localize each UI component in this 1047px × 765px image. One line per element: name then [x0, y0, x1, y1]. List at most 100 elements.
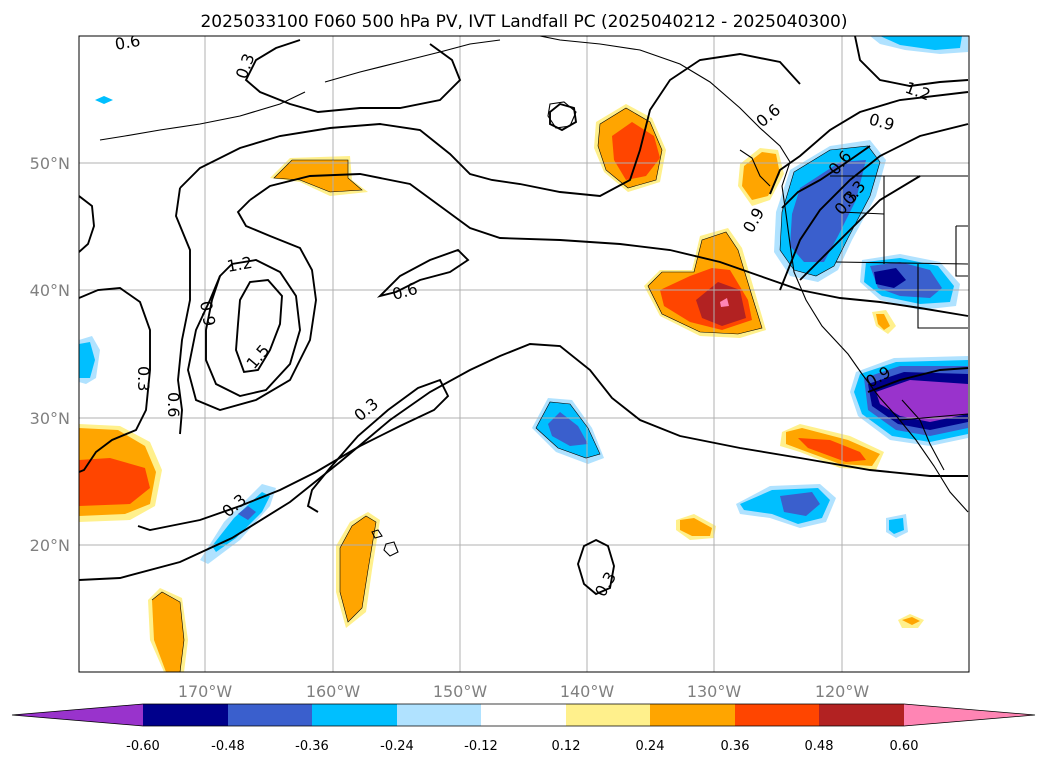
lat-tick-labels: 50°N 40°N 30°N 20°N — [30, 154, 70, 555]
contour-west-edge-a — [79, 195, 95, 253]
coast-aleutians — [99, 91, 306, 141]
shade-hi-orange — [340, 516, 376, 622]
shade-nw-marker — [95, 96, 113, 104]
contour-0p6-west — [175, 187, 191, 435]
colorbar-segment-2 — [228, 704, 312, 726]
colorbar-tick-6: 0.12 — [552, 739, 581, 754]
colorbar-tick-1: -0.60 — [126, 739, 160, 754]
contour-0p3-west — [79, 287, 151, 473]
contour-label-13: 0.6 — [164, 392, 183, 417]
colorbar-tick-8: 0.36 — [721, 739, 750, 754]
contour-0p3-ring — [577, 538, 615, 596]
map-panel: 0.6 0.3 1.2 0.9 0.6 0.3 1.2 1.5 0.9 0.6 … — [78, 31, 970, 673]
contour-label-1: 0.6 — [113, 31, 141, 54]
colorbar-tick-9: 0.48 — [805, 739, 834, 754]
colorbar-tick-3: -0.36 — [295, 739, 329, 754]
lon-tick-130w: 130°W — [687, 682, 742, 701]
contour-0p3-north — [244, 39, 462, 113]
shade-socal-purple — [876, 380, 968, 422]
contour-1p2-loop — [205, 259, 301, 398]
coast-hawaii — [371, 529, 399, 557]
lon-tick-170w: 170°W — [178, 682, 233, 701]
colorbar-segment-3 — [312, 704, 397, 726]
colorbar-segment-6 — [566, 704, 650, 726]
contour-0p3-mid — [137, 378, 450, 531]
colorbar-segment-9 — [819, 704, 904, 726]
lat-tick-40n: 40°N — [30, 281, 70, 300]
colorbar-segment-4 — [397, 704, 481, 726]
colorbar-tick-10: 0.60 — [890, 739, 919, 754]
contour-0p3-east — [799, 175, 921, 281]
colorbar-segment-5 — [481, 704, 566, 726]
colorbar-extend-over — [904, 704, 1035, 726]
colorbar-outline — [11, 703, 1036, 727]
lat-tick-30n: 30°N — [30, 409, 70, 428]
coastlines — [99, 36, 969, 557]
figure-title: 2025033100 F060 500 hPa PV, IVT Landfall… — [200, 12, 847, 32]
map-background — [79, 36, 969, 672]
lon-tick-labels: 170°W 160°W 150°W 140°W 130°W 120°W — [178, 682, 870, 701]
gridlines — [79, 36, 969, 672]
shade-top-right — [880, 36, 962, 50]
contour-1p2-top — [854, 36, 969, 87]
colorbar-tick-7: 0.24 — [636, 739, 665, 754]
shade-133-orange — [680, 518, 712, 536]
pv-contours — [79, 36, 969, 596]
colorbar-tick-2: -0.48 — [211, 739, 245, 754]
shade-125s-blue — [780, 492, 820, 516]
border-state-or-wa — [839, 211, 885, 215]
shade-outlines — [151, 107, 881, 672]
contour-0p9-east — [779, 123, 969, 291]
contour-label-7: 1.2 — [225, 253, 253, 276]
shade-van-orange — [742, 152, 780, 200]
lon-tick-150w: 150°W — [433, 682, 488, 701]
shade-sw-orange — [152, 592, 184, 672]
outline-130 — [647, 231, 763, 335]
shade-swdiag-blue — [238, 506, 256, 520]
lat-tick-20n: 20°N — [30, 536, 70, 555]
contour-1p2-east — [769, 91, 969, 195]
outline-140 — [535, 401, 601, 459]
contour-0p6-north — [179, 53, 801, 197]
shade-small-orange — [876, 314, 890, 330]
coast-alaska-peninsula — [324, 39, 501, 83]
contour-0p9 — [249, 173, 969, 317]
shade-130-pink — [720, 298, 729, 307]
shade-se-orange — [902, 617, 920, 625]
coast-west-america — [781, 161, 969, 513]
contour-0p6-island — [376, 248, 470, 298]
contour-0p9-loop — [187, 199, 317, 412]
contour-0p6-east — [781, 145, 871, 209]
lon-tick-140w: 140°W — [560, 682, 615, 701]
colorbar-segment-7 — [650, 704, 735, 726]
contour-0p3-south — [79, 343, 968, 581]
outline-pnw — [779, 145, 881, 277]
outline-hi — [339, 515, 377, 623]
shade-swdiag-cyan — [212, 492, 270, 552]
outline-160w — [273, 159, 363, 193]
shade-117-cyan — [889, 518, 904, 534]
colorbar-tick-4: -0.24 — [380, 739, 414, 754]
shade-nv-navy — [874, 268, 906, 288]
shade-130n-red — [612, 122, 660, 180]
colorbar-segment-8 — [735, 704, 819, 726]
lon-tick-120w: 120°W — [815, 682, 870, 701]
colorbar-segment-1 — [143, 704, 228, 726]
contour-label-9: 0.9 — [196, 299, 219, 327]
outline-130n — [597, 107, 663, 189]
coast-gulf-of-alaska — [539, 36, 791, 163]
border-state-nevada — [917, 264, 968, 329]
map-frame — [78, 35, 970, 673]
colorbar: -0.60 -0.48 -0.36 -0.24 -0.12 0.12 0.24 … — [11, 703, 1036, 754]
outline-sw — [151, 591, 185, 672]
border-state-ca-north — [835, 261, 969, 265]
border-state-utah — [955, 225, 968, 277]
lat-tick-50n: 50°N — [30, 154, 70, 173]
lon-tick-160w: 160°W — [306, 682, 361, 701]
coast-baja-gulf — [901, 399, 945, 471]
shade-140-blue — [548, 412, 588, 446]
contour-label-11: 0.3 — [134, 366, 153, 391]
contour-0p9-socal — [867, 367, 969, 393]
shade-west-red — [79, 458, 150, 506]
